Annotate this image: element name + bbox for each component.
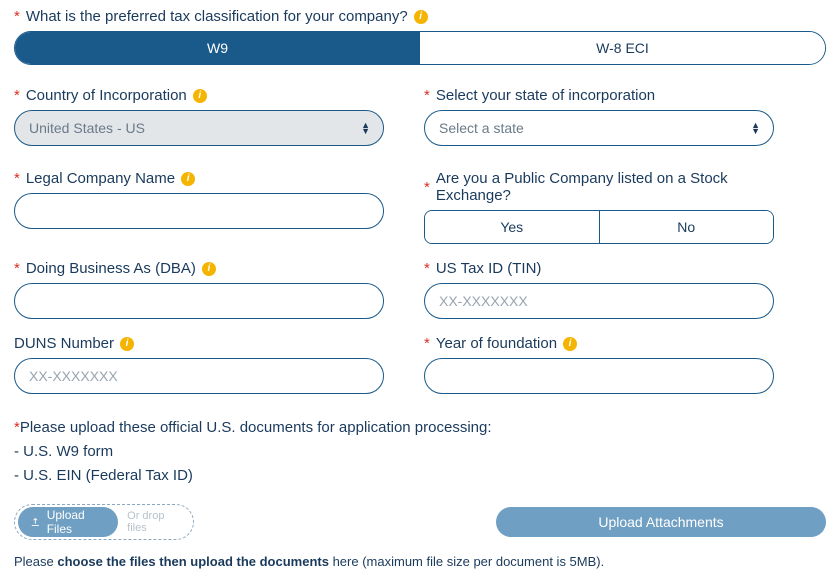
file-dropzone[interactable]: Upload Files Or drop files [14, 504, 194, 540]
upload-attachments-button[interactable]: Upload Attachments [496, 507, 826, 537]
upload-doc-line2: - U.S. EIN (Federal Tax ID) [14, 467, 193, 484]
required-asterisk: * [424, 179, 430, 196]
country-label: * Country of Incorporation i [14, 87, 384, 104]
upload-attachments-label: Upload Attachments [598, 514, 723, 530]
required-asterisk: * [424, 87, 430, 104]
required-asterisk: * [14, 260, 20, 277]
dba-input[interactable] [14, 283, 384, 319]
info-icon[interactable]: i [563, 337, 577, 351]
public-company-yes[interactable]: Yes [425, 211, 600, 243]
info-icon[interactable]: i [202, 262, 216, 276]
upload-lead: Please upload these official U.S. docume… [20, 419, 492, 436]
state-value: Select a state [439, 120, 524, 136]
public-company-toggle: Yes No [424, 210, 774, 244]
dba-label-text: Doing Business As (DBA) [26, 260, 196, 277]
tin-input[interactable] [424, 283, 774, 319]
legal-name-label-text: Legal Company Name [26, 170, 175, 187]
info-icon[interactable]: i [193, 89, 207, 103]
country-select[interactable]: United States - US [14, 110, 384, 146]
upload-instructions: *Please upload these official U.S. docum… [14, 416, 826, 488]
tax-class-label-text: What is the preferred tax classification… [26, 8, 408, 25]
tin-label-text: US Tax ID (TIN) [436, 260, 542, 277]
required-asterisk: * [424, 335, 430, 352]
duns-label: DUNS Number i [14, 335, 384, 352]
state-select[interactable]: Select a state [424, 110, 774, 146]
footnote-bold: choose the files then upload the documen… [57, 554, 329, 569]
dba-label: * Doing Business As (DBA) i [14, 260, 384, 277]
tax-class-w9[interactable]: W9 [15, 32, 420, 64]
legal-name-label: * Legal Company Name i [14, 170, 384, 187]
duns-label-text: DUNS Number [14, 335, 114, 352]
upload-doc-line1: - U.S. W9 form [14, 443, 113, 460]
footnote-post: here (maximum file size per document is … [329, 554, 604, 569]
required-asterisk: * [14, 8, 20, 25]
required-asterisk: * [14, 87, 20, 104]
duns-input[interactable] [14, 358, 384, 394]
country-value: United States - US [29, 120, 145, 136]
upload-icon [30, 516, 41, 528]
tax-class-w8eci[interactable]: W-8 ECI [420, 32, 825, 64]
required-asterisk: * [424, 260, 430, 277]
legal-name-input[interactable] [14, 193, 384, 229]
public-company-no[interactable]: No [600, 211, 774, 243]
info-icon[interactable]: i [181, 172, 195, 186]
public-company-label: * Are you a Public Company listed on a S… [424, 170, 774, 204]
footnote-pre: Please [14, 554, 57, 569]
state-label-text: Select your state of incorporation [436, 87, 655, 104]
info-icon[interactable]: i [120, 337, 134, 351]
required-asterisk: * [14, 170, 20, 187]
drop-files-text: Or drop files [127, 510, 181, 534]
tax-class-toggle: W9 W-8 ECI [14, 31, 826, 65]
country-label-text: Country of Incorporation [26, 87, 187, 104]
year-label-text: Year of foundation [436, 335, 557, 352]
year-label: * Year of foundation i [424, 335, 774, 352]
upload-files-label: Upload Files [47, 508, 106, 536]
tin-label: * US Tax ID (TIN) [424, 260, 774, 277]
upload-files-button[interactable]: Upload Files [18, 507, 118, 537]
info-icon[interactable]: i [414, 10, 428, 24]
tax-class-label: * What is the preferred tax classificati… [14, 8, 826, 25]
upload-footnote: Please choose the files then upload the … [14, 554, 826, 569]
year-input[interactable] [424, 358, 774, 394]
public-company-label-text: Are you a Public Company listed on a Sto… [436, 170, 774, 204]
state-label: * Select your state of incorporation [424, 87, 774, 104]
